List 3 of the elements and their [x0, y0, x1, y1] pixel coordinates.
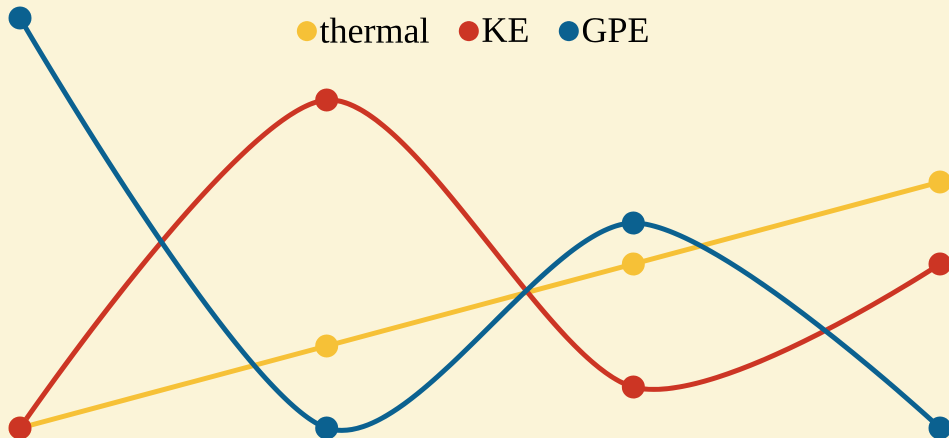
legend-label: GPE	[582, 18, 648, 42]
legend-label: thermal	[320, 18, 429, 43]
legend-label: KE	[482, 18, 528, 42]
